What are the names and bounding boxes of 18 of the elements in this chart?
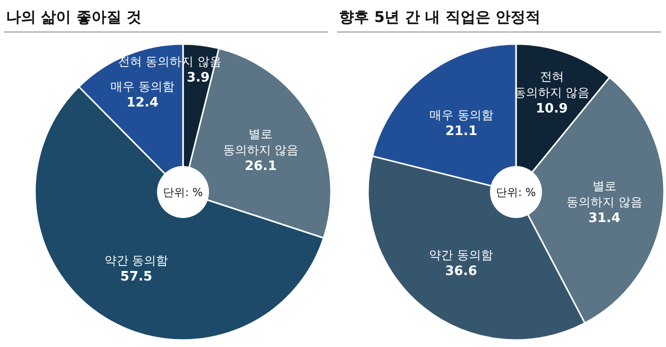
slice-label: 매우 동의함	[110, 79, 174, 94]
data-label: 57.5	[120, 270, 152, 285]
data-label: 12.4	[126, 95, 159, 110]
slice-label: 약간 동의함	[429, 248, 494, 262]
data-label: 10.9	[536, 102, 568, 117]
slice-label: 별로 동의하지 않음	[222, 127, 299, 158]
data-label: 36.6	[445, 264, 478, 279]
slice-label: 약간 동의함	[104, 254, 168, 268]
slice-label: 별로 동의하지 않음	[566, 178, 642, 209]
data-label: 26.1	[244, 159, 277, 174]
text: 단위: %	[163, 186, 203, 199]
text: 단위: %	[496, 186, 536, 199]
data-label: 21.1	[445, 124, 478, 140]
data-label: 31.4	[588, 210, 620, 226]
chart-title: 향후 5년 간 내 직업은 안정적	[339, 8, 541, 26]
chart-title: 나의 삶이 좋아질 것	[6, 8, 142, 26]
slice-label: 매우 동의함	[429, 108, 494, 122]
data-label: 3.9	[186, 70, 210, 86]
